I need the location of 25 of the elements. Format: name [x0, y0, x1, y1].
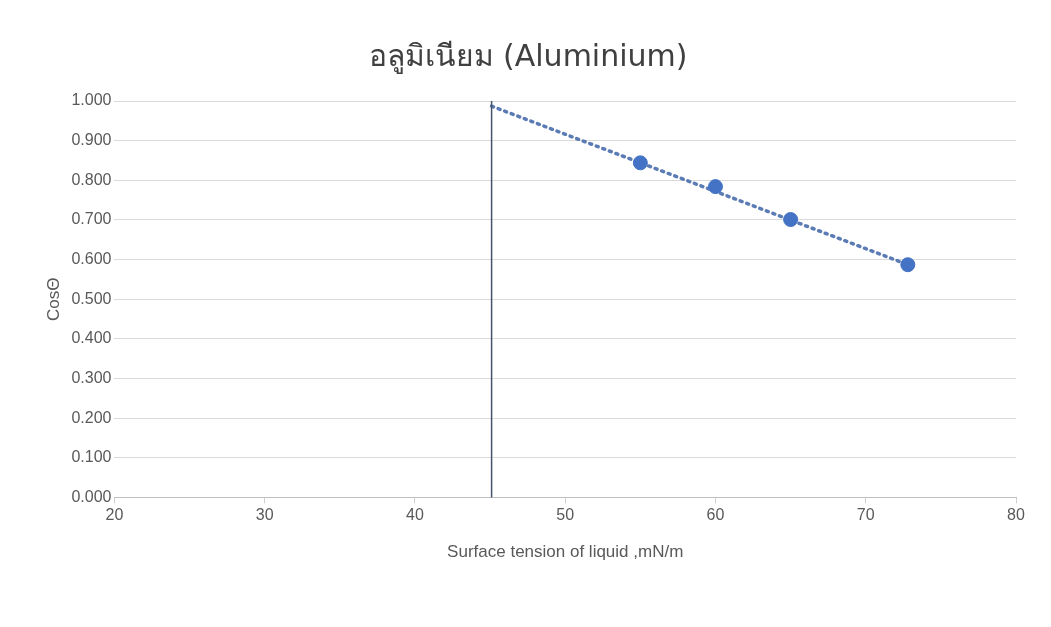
y-tick-label: 0.500: [71, 289, 112, 307]
y-tick-label: 1.000: [71, 91, 112, 109]
y-tick-label: 0.300: [71, 368, 112, 386]
y-tick-label: 0.700: [71, 210, 112, 228]
y-tick-label: 0.900: [71, 131, 112, 149]
chart-title: อลูมิเนียม (Aluminium): [368, 37, 688, 74]
y-tick-label: 0.200: [71, 408, 112, 426]
point: [707, 179, 723, 195]
x-tick-label: 60: [706, 506, 725, 524]
y-tick-label: 0.000: [71, 487, 112, 505]
y-tick-label: 0.800: [71, 170, 112, 188]
y-tick-label: 0.400: [71, 329, 112, 347]
point: [632, 155, 648, 171]
x-tick-label: 70: [856, 506, 875, 524]
y-axis-title: CosΘ: [43, 277, 63, 321]
point: [900, 257, 916, 273]
x-tick-label: 80: [1007, 506, 1025, 524]
y-tick-label: 0.600: [71, 249, 112, 267]
x-tick-label: 40: [406, 506, 424, 524]
x-tick-label: 50: [556, 506, 575, 524]
x-tick-label: 30: [255, 506, 274, 524]
x-tick-label: 20: [105, 506, 124, 524]
x-axis-title: Surface tension of liquid ,mN/m: [447, 542, 684, 562]
point: [783, 212, 799, 228]
y-tick-label: 0.100: [71, 448, 112, 466]
